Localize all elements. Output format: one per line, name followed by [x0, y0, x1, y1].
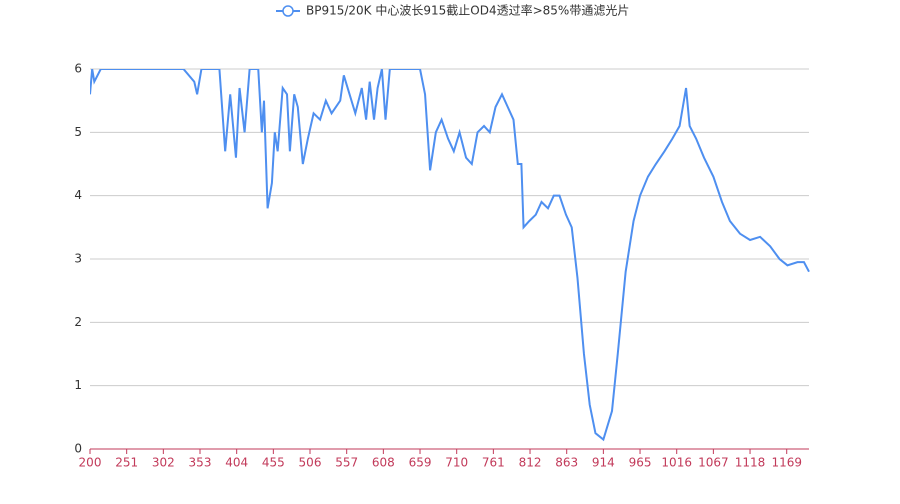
- x-tick-label: 863: [555, 456, 578, 470]
- y-tick-label: 1: [74, 378, 82, 392]
- y-tick-label: 3: [74, 252, 82, 266]
- x-tick-label: 251: [115, 456, 138, 470]
- x-tick-label: 761: [482, 456, 505, 470]
- y-tick-label: 2: [74, 315, 82, 329]
- x-tick-label: 200: [79, 456, 102, 470]
- x-tick-label: 455: [262, 456, 285, 470]
- legend-label[interactable]: BP915/20K 中心波长915截止OD4透过率>85%带通滤光片: [306, 3, 629, 18]
- x-tick-label: 302: [152, 456, 175, 470]
- x-tick-label: 710: [445, 456, 468, 470]
- x-tick-label: 353: [189, 456, 212, 470]
- legend-icon: [282, 5, 294, 17]
- x-tick-label: 506: [299, 456, 322, 470]
- y-tick-label: 4: [74, 188, 82, 202]
- x-tick-label: 1067: [698, 456, 729, 470]
- x-tick-label: 1016: [661, 456, 692, 470]
- x-tick-label: 1169: [771, 456, 802, 470]
- x-tick-label: 914: [592, 456, 615, 470]
- x-tick-label: 608: [372, 456, 395, 470]
- x-tick-label: 557: [335, 456, 358, 470]
- x-tick-label: 965: [629, 456, 652, 470]
- series-line: [90, 69, 810, 442]
- x-tick-label: 1118: [735, 456, 766, 470]
- y-tick-label: 6: [74, 62, 82, 76]
- x-tick-label: 659: [409, 456, 432, 470]
- y-tick-label: 5: [74, 125, 82, 139]
- y-tick-label: 0: [74, 442, 82, 456]
- x-tick-label: 404: [225, 456, 248, 470]
- x-tick-label: 812: [519, 456, 542, 470]
